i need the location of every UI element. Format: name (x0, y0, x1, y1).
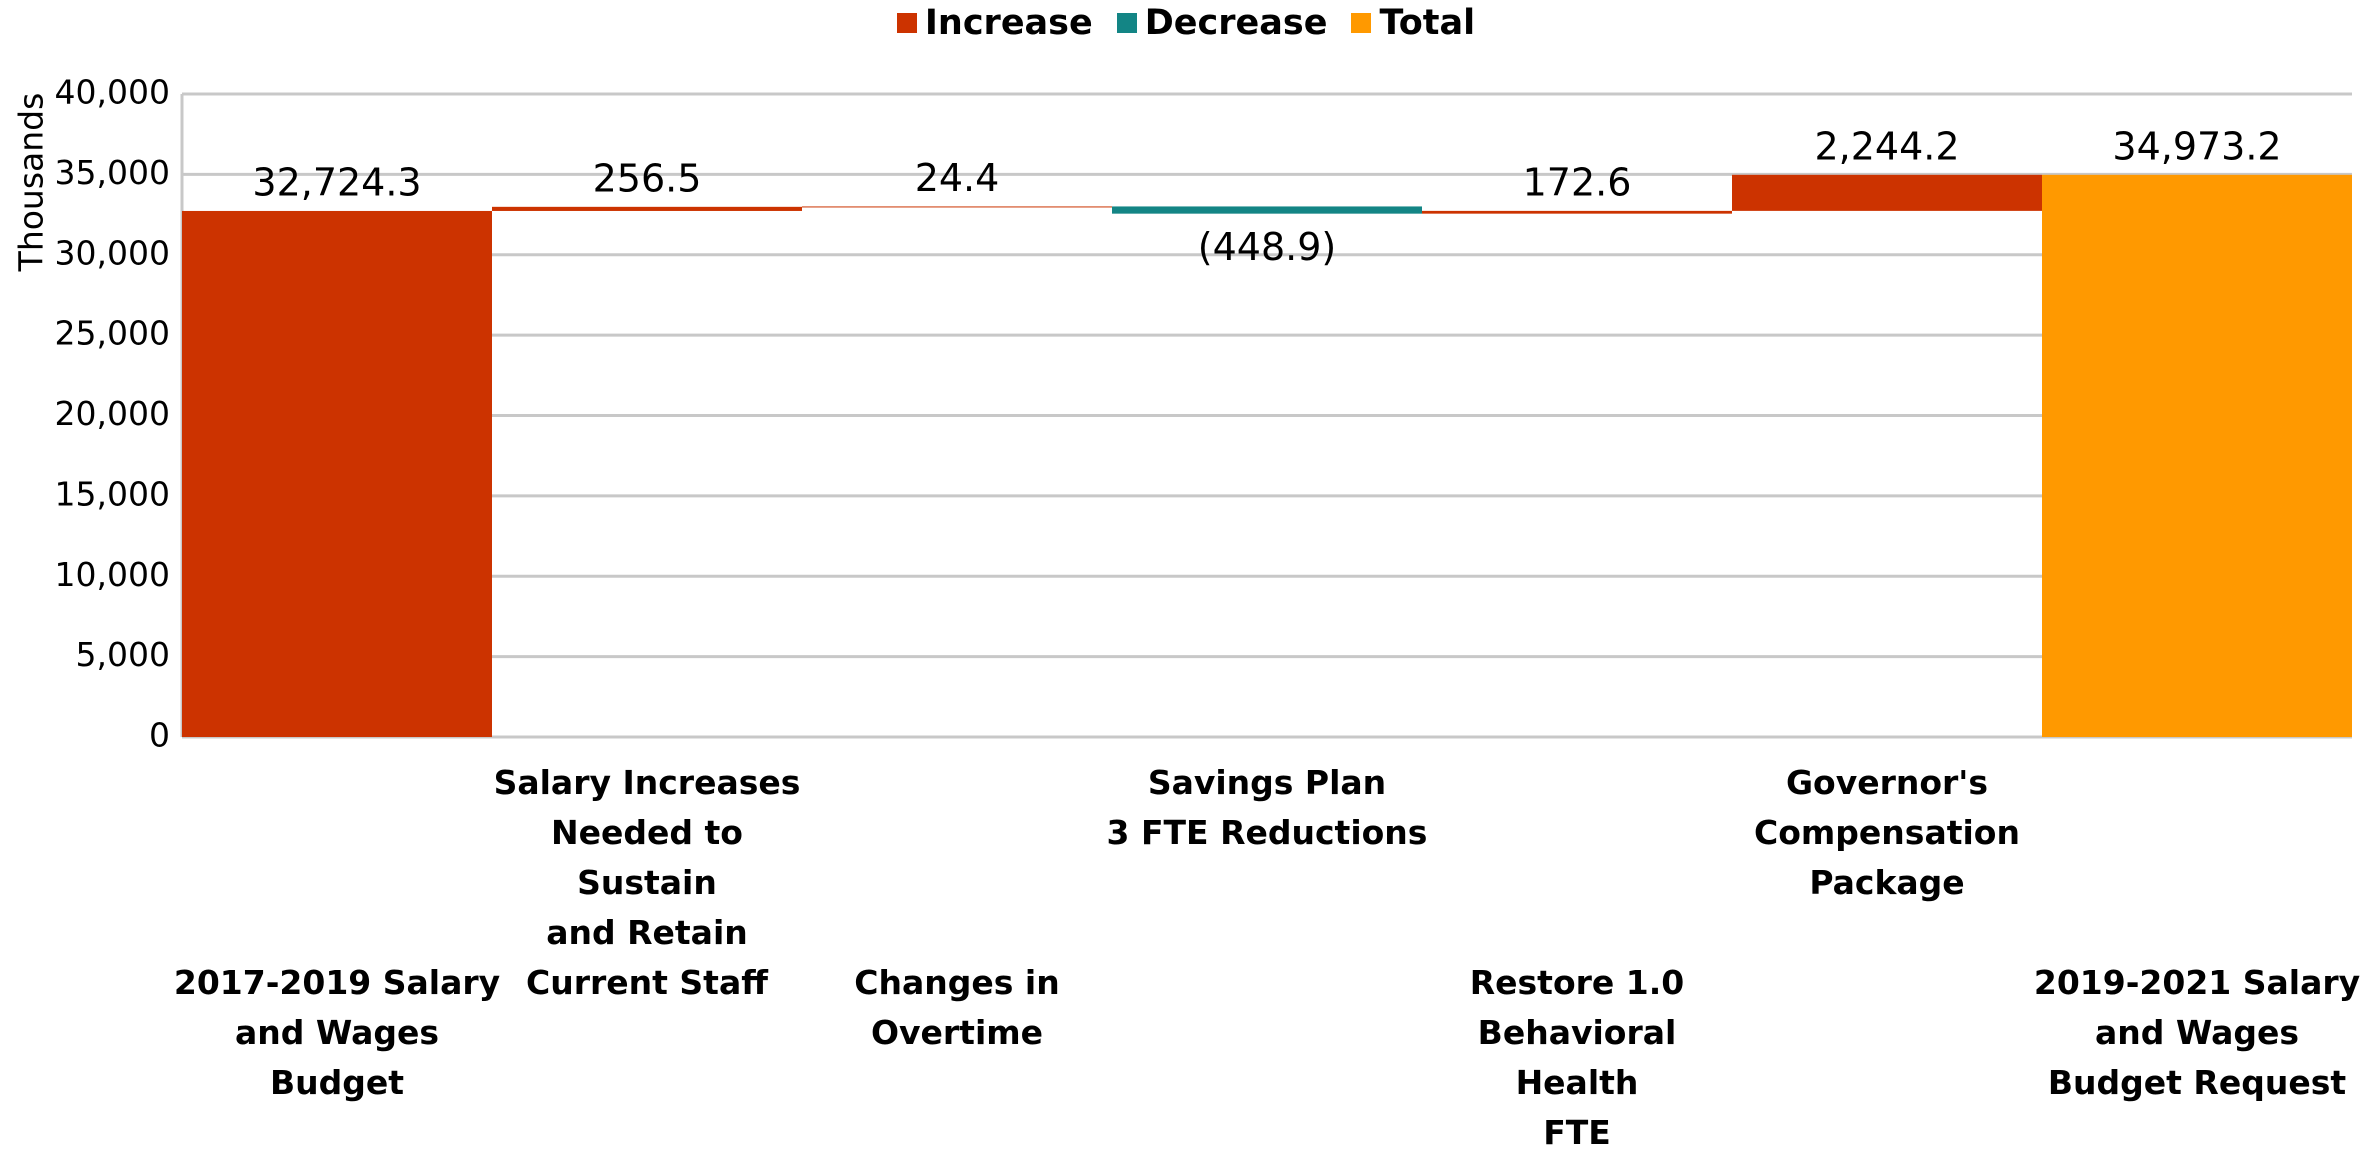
bar (182, 210, 492, 737)
bar (1732, 174, 2042, 211)
x-tick-label: Savings Plan 3 FTE Reductions (1106, 763, 1428, 852)
chart: Thousands 0 5,000 10,000 15,000 20,000 25,000… (12, 73, 2352, 755)
y-tick-label: 5,000 (76, 635, 170, 674)
legend-item: Decrease (1116, 3, 1328, 43)
legend-item: Total (1351, 3, 1475, 43)
legend-swatch (1116, 13, 1137, 33)
bar (802, 206, 1112, 208)
legend-label: Increase (924, 3, 1093, 43)
value-label: 2,244.2 (1814, 124, 1959, 168)
value-label: 256.5 (593, 156, 702, 200)
bar (1422, 210, 1732, 214)
legend-label: Decrease (1144, 3, 1328, 43)
value-label: (448.9) (1198, 225, 1336, 269)
x-tick-label: 2019-2021 Salary and Wages Budget Reques… (2033, 963, 2361, 1102)
y-tick-label: 30,000 (55, 233, 170, 272)
y-tick-label: 40,000 (55, 73, 170, 112)
bar (2042, 174, 2352, 738)
x-tick-label: Governor's Compensation Package (1754, 763, 2020, 902)
x-tick-label: 2017-2019 Salary and Wages Budget (173, 963, 501, 1102)
y-axis-title: Thousands (12, 93, 51, 273)
legend-swatch (1351, 13, 1372, 33)
legend-swatch (896, 13, 917, 33)
bar (492, 206, 802, 211)
y-tick-label: 20,000 (55, 394, 170, 433)
y-tick-label: 15,000 (55, 474, 170, 513)
x-tick-label: Salary Increases Needed to Sustain and R… (493, 763, 801, 1002)
bar (1112, 206, 1422, 214)
y-tick-label: 0 (149, 716, 170, 755)
legend: Increase Decrease Total (0, 0, 2372, 46)
legend-item: Increase (896, 3, 1093, 43)
value-label: 32,724.3 (252, 160, 421, 204)
value-label: 34,973.2 (2112, 124, 2281, 168)
value-label: 172.6 (1523, 160, 1632, 204)
x-tick-label: Restore 1.0 Behavioral Health FTE (1469, 963, 1685, 1152)
legend-label: Total (1379, 3, 1476, 43)
x-tick-label: Changes in Overtime (854, 963, 1060, 1052)
value-label: 24.4 (915, 156, 1000, 200)
y-tick-label: 25,000 (55, 314, 170, 353)
y-tick-label: 10,000 (55, 555, 170, 594)
y-tick-label: 35,000 (55, 153, 170, 192)
